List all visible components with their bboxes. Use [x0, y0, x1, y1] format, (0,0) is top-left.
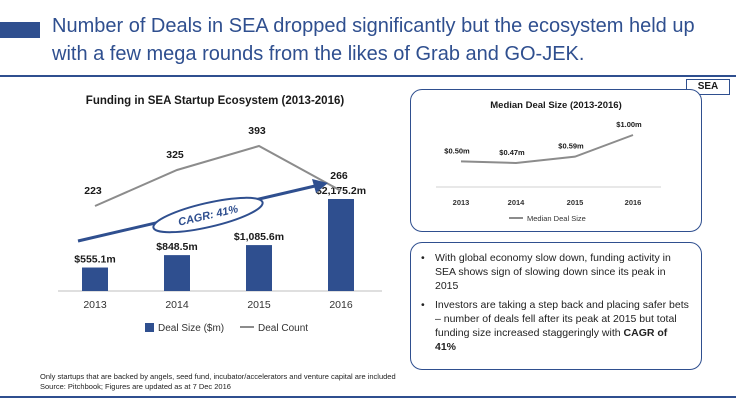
insight-bullet-1: With global economy slow down, funding a… — [421, 251, 689, 293]
median-value-label: $0.47m — [499, 148, 525, 157]
legend-label-deal-count: Deal Count — [258, 323, 308, 334]
median-chart-title: Median Deal Size (2013-2016) — [490, 100, 621, 111]
median-deal-size-panel: Median Deal Size (2013-2016) $0.50m 2013 $0… — [410, 89, 702, 232]
median-x-tick-label: 2015 — [567, 198, 584, 207]
cagr-callout-ellipse — [152, 196, 264, 234]
median-value-label: $1.00m — [616, 120, 642, 129]
x-tick-label: 2013 — [83, 299, 107, 311]
region-tag: SEA — [686, 79, 730, 95]
bar-deal-size — [328, 199, 354, 291]
median-line — [460, 134, 634, 165]
bar-deal-size — [82, 267, 108, 291]
bar-value-label: $1,085.6m — [234, 231, 284, 243]
legend-swatch-deal-size — [145, 323, 154, 332]
footnote: Only startups that are backed by angels,… — [40, 372, 396, 392]
median-value-label: $0.50m — [444, 146, 470, 155]
x-tick-label: 2015 — [247, 299, 271, 311]
insight-text-2: Investors are taking a step back and pla… — [435, 299, 689, 339]
median-legend-label: Median Deal Size — [527, 214, 586, 223]
bar-value-label: $555.1m — [74, 254, 115, 266]
header-accent-bar — [0, 22, 40, 38]
insights-panel: With global economy slow down, funding a… — [410, 242, 702, 370]
bar-deal-size — [164, 255, 190, 291]
funding-chart-svg: Funding in SEA Startup Ecosystem (2013-2… — [58, 95, 382, 334]
footnote-source: Source: Pitchbook; Figures are updated a… — [40, 382, 231, 391]
footnote-line-1: Only startups that are backed by angels,… — [40, 372, 396, 381]
top-divider — [0, 75, 736, 77]
deal-count-line — [94, 144, 342, 207]
bottom-divider — [0, 396, 736, 398]
line-value-label: 325 — [166, 149, 184, 161]
median-x-tick-label: 2013 — [453, 198, 470, 207]
chart-title: Funding in SEA Startup Ecosystem (2013-2… — [86, 95, 345, 107]
cagr-arrowhead — [312, 179, 328, 193]
median-chart-svg: Median Deal Size (2013-2016) $0.50m 2013 $0… — [436, 100, 661, 223]
page-title: Number of Deals in SEA dropped significa… — [52, 15, 695, 65]
insight-bullet-2: Investors are taking a step back and pla… — [421, 298, 689, 354]
insight-highlight: CAGR of 41% — [435, 327, 668, 353]
median-x-tick-label: 2014 — [508, 198, 526, 207]
bar-deal-size — [246, 245, 272, 291]
line-value-label: 223 — [84, 185, 102, 197]
x-tick-label: 2016 — [329, 299, 353, 311]
insight-text-1: With global economy slow down, funding a… — [435, 252, 671, 292]
legend-label-deal-size: Deal Size ($m) — [158, 323, 224, 334]
bar-value-label: $848.5m — [156, 241, 197, 253]
median-value-label: $0.59m — [558, 142, 584, 151]
line-value-label: 266 — [330, 170, 348, 182]
line-value-label: 393 — [248, 125, 266, 137]
median-x-tick-label: 2016 — [625, 198, 642, 207]
x-tick-label: 2014 — [165, 299, 189, 311]
bar-value-label: $2,175.2m — [316, 185, 366, 197]
funding-chart: Funding in SEA Startup Ecosystem (2013-2… — [30, 86, 400, 346]
